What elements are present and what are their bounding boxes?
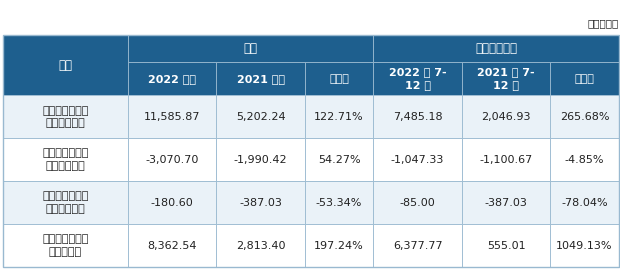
Text: 投资活动产生的
现金流量净额: 投资活动产生的 现金流量净额 bbox=[42, 148, 89, 171]
Bar bbox=[305, 181, 373, 224]
Text: 11,585.87: 11,585.87 bbox=[144, 112, 200, 122]
Bar bbox=[216, 224, 305, 267]
Bar bbox=[373, 62, 462, 96]
Text: 1049.13%: 1049.13% bbox=[556, 241, 613, 251]
Bar bbox=[462, 96, 551, 139]
Bar bbox=[373, 35, 619, 62]
Bar bbox=[373, 181, 462, 224]
Bar bbox=[216, 139, 305, 181]
Text: -1,100.67: -1,100.67 bbox=[479, 155, 533, 165]
Bar bbox=[551, 224, 619, 267]
Text: -53.34%: -53.34% bbox=[316, 198, 362, 208]
Text: 122.71%: 122.71% bbox=[314, 112, 364, 122]
Bar bbox=[305, 96, 373, 139]
Bar bbox=[216, 62, 305, 96]
Bar bbox=[305, 139, 373, 181]
Text: -1,990.42: -1,990.42 bbox=[234, 155, 288, 165]
Bar bbox=[462, 224, 551, 267]
Bar bbox=[3, 35, 619, 267]
Bar bbox=[551, 96, 619, 139]
Text: 变动率: 变动率 bbox=[329, 74, 349, 84]
Text: 555.01: 555.01 bbox=[487, 241, 525, 251]
Text: 2021 年度: 2021 年度 bbox=[237, 74, 285, 84]
Text: 2,046.93: 2,046.93 bbox=[481, 112, 531, 122]
Bar bbox=[551, 139, 619, 181]
Bar bbox=[3, 224, 128, 267]
Bar bbox=[373, 224, 462, 267]
Text: -387.03: -387.03 bbox=[485, 198, 528, 208]
Bar bbox=[128, 35, 373, 62]
Text: -1,047.33: -1,047.33 bbox=[391, 155, 445, 165]
Text: -4.85%: -4.85% bbox=[565, 155, 604, 165]
Text: 265.68%: 265.68% bbox=[560, 112, 609, 122]
Text: 筹资活动产生的
现金流量净额: 筹资活动产生的 现金流量净额 bbox=[42, 191, 89, 214]
Bar bbox=[216, 181, 305, 224]
Text: 第三、四季度: 第三、四季度 bbox=[475, 42, 517, 55]
Bar bbox=[551, 181, 619, 224]
Text: 5,202.24: 5,202.24 bbox=[236, 112, 285, 122]
Text: 变动率: 变动率 bbox=[575, 74, 595, 84]
Text: 经营活动产生的
现金流量净额: 经营活动产生的 现金流量净额 bbox=[42, 106, 89, 128]
Bar bbox=[128, 139, 216, 181]
Text: 54.27%: 54.27% bbox=[318, 155, 360, 165]
Bar bbox=[305, 224, 373, 267]
Text: 2022 年度: 2022 年度 bbox=[148, 74, 196, 84]
Text: -3,070.70: -3,070.70 bbox=[146, 155, 199, 165]
Bar bbox=[3, 35, 128, 96]
Bar bbox=[128, 181, 216, 224]
Bar bbox=[551, 62, 619, 96]
Text: -85.00: -85.00 bbox=[400, 198, 435, 208]
Text: 项目: 项目 bbox=[58, 59, 73, 72]
Bar bbox=[462, 181, 551, 224]
Bar bbox=[462, 62, 551, 96]
Bar bbox=[373, 139, 462, 181]
Bar bbox=[305, 62, 373, 96]
Text: -387.03: -387.03 bbox=[239, 198, 282, 208]
Bar bbox=[462, 139, 551, 181]
Text: 197.24%: 197.24% bbox=[314, 241, 364, 251]
Text: 现金及现金等价
物净增加额: 现金及现金等价 物净增加额 bbox=[42, 234, 89, 257]
Text: 7,485.18: 7,485.18 bbox=[392, 112, 443, 122]
Bar bbox=[373, 96, 462, 139]
Bar bbox=[3, 181, 128, 224]
Text: 2,813.40: 2,813.40 bbox=[236, 241, 285, 251]
Bar bbox=[216, 96, 305, 139]
Text: -180.60: -180.60 bbox=[151, 198, 193, 208]
Text: 年度: 年度 bbox=[244, 42, 257, 55]
Text: 单位：万元: 单位：万元 bbox=[588, 18, 619, 28]
Text: 2021 年 7-
12 月: 2021 年 7- 12 月 bbox=[477, 67, 535, 90]
Bar bbox=[128, 224, 216, 267]
Bar bbox=[128, 62, 216, 96]
Text: 2022 年 7-
12 月: 2022 年 7- 12 月 bbox=[389, 67, 446, 90]
Text: -78.04%: -78.04% bbox=[561, 198, 608, 208]
Bar bbox=[3, 96, 128, 139]
Text: 8,362.54: 8,362.54 bbox=[148, 241, 197, 251]
Bar bbox=[128, 96, 216, 139]
Bar bbox=[3, 139, 128, 181]
Text: 6,377.77: 6,377.77 bbox=[392, 241, 443, 251]
